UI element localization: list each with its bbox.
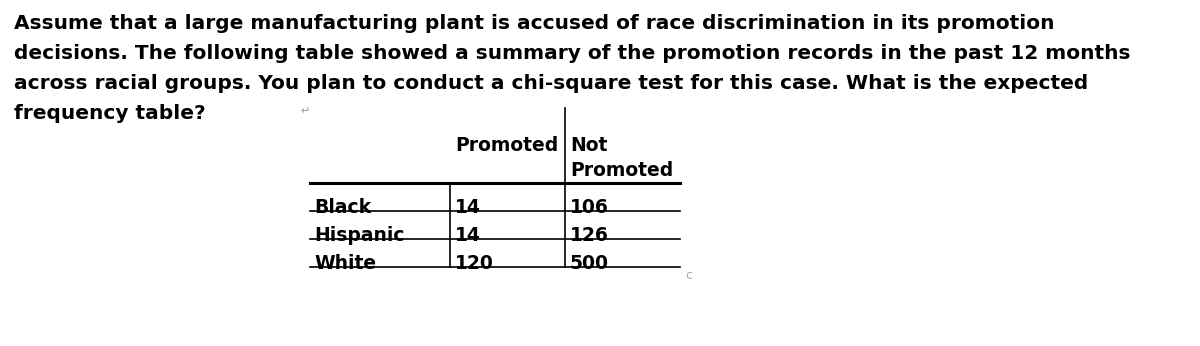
Text: Promoted: Promoted xyxy=(455,136,558,155)
Text: frequency table?: frequency table? xyxy=(14,104,205,123)
Text: 126: 126 xyxy=(570,226,608,245)
Text: 14: 14 xyxy=(455,226,481,245)
Text: across racial groups. You plan to conduct a chi-square test for this case. What : across racial groups. You plan to conduc… xyxy=(14,74,1088,93)
Text: 120: 120 xyxy=(455,254,494,273)
Text: Assume that a large manufacturing plant is accused of race discrimination in its: Assume that a large manufacturing plant … xyxy=(14,14,1055,33)
Text: Black: Black xyxy=(314,198,371,217)
Text: Hispanic: Hispanic xyxy=(314,226,404,245)
Text: ↵: ↵ xyxy=(300,106,310,116)
Text: Not: Not xyxy=(570,136,607,155)
Text: 14: 14 xyxy=(455,198,481,217)
Text: decisions. The following table showed a summary of the promotion records in the : decisions. The following table showed a … xyxy=(14,44,1130,63)
Text: 500: 500 xyxy=(570,254,610,273)
Text: c: c xyxy=(685,269,692,282)
Text: 106: 106 xyxy=(570,198,608,217)
Text: White: White xyxy=(314,254,376,273)
Text: Promoted: Promoted xyxy=(570,161,673,180)
